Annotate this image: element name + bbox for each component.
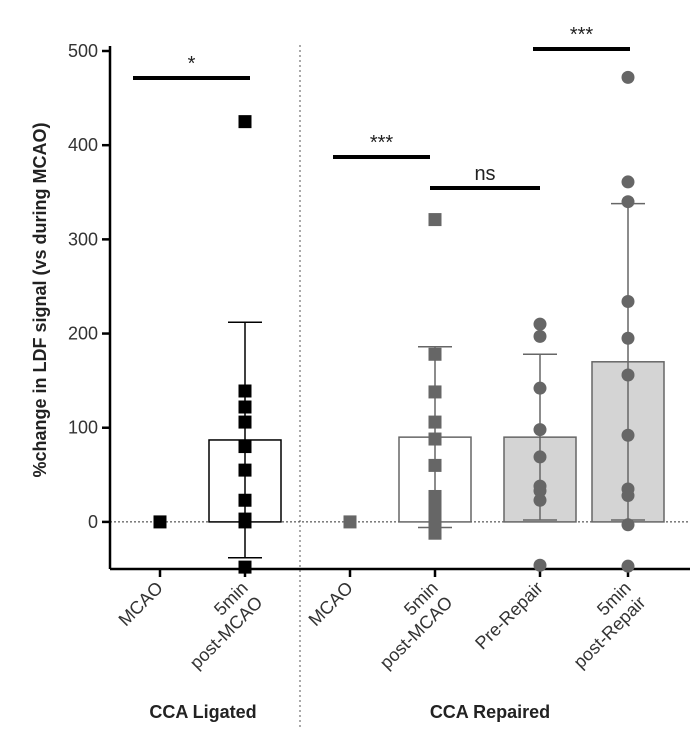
data-point [621, 295, 635, 309]
data-point [238, 493, 252, 507]
significance-label: * [188, 53, 196, 75]
data-point [238, 560, 252, 574]
y-tick-label: 400 [68, 135, 98, 155]
data-point [621, 368, 635, 382]
x-tick-label: 5minpost-Repair [555, 578, 650, 673]
data-point [428, 385, 442, 399]
data-point [428, 526, 442, 540]
data-point [428, 347, 442, 361]
significance-label: ns [474, 163, 495, 185]
data-point [533, 558, 547, 572]
significance-label: *** [570, 24, 594, 46]
data-point [533, 381, 547, 395]
data-point [621, 518, 635, 532]
group-label: CCA Ligated [149, 702, 256, 722]
data-point [428, 432, 442, 446]
data-point [153, 515, 167, 529]
data-point [238, 463, 252, 477]
data-point [621, 70, 635, 84]
data-point [428, 213, 442, 227]
data-point [238, 440, 252, 454]
data-point [428, 415, 442, 429]
y-tick-label: 300 [68, 229, 98, 249]
data-point [533, 484, 547, 498]
data-point [621, 195, 635, 209]
data-point [621, 559, 635, 573]
data-point [428, 489, 442, 503]
y-tick-label: 200 [68, 324, 98, 344]
data-point [533, 493, 547, 507]
data-point [533, 329, 547, 343]
data-point [238, 384, 252, 398]
data-point [343, 515, 357, 529]
data-point [533, 317, 547, 331]
data-point [238, 400, 252, 414]
x-tick-label: Pre-Repair [471, 578, 547, 654]
data-point [621, 489, 635, 503]
y-tick-label: 500 [68, 41, 98, 61]
x-tick-label: 5minpost-MCAO [171, 578, 266, 673]
data-point [533, 423, 547, 437]
data-point [533, 450, 547, 464]
data-point [621, 175, 635, 189]
data-point [621, 428, 635, 442]
y-axis-label: %change in LDF signal (vs during MCAO) [30, 122, 50, 477]
data-point [238, 515, 252, 529]
y-tick-label: 0 [88, 512, 98, 532]
group-label: CCA Repaired [430, 702, 550, 722]
x-tick-label: 5minpost-MCAO [361, 578, 456, 673]
data-point [428, 458, 442, 472]
significance-label: *** [370, 132, 394, 154]
x-tick-label: MCAO [305, 578, 357, 630]
data-point [238, 115, 252, 129]
data-point [621, 331, 635, 345]
y-tick-label: 100 [68, 418, 98, 438]
data-point [238, 415, 252, 429]
x-tick-label: MCAO [115, 578, 167, 630]
